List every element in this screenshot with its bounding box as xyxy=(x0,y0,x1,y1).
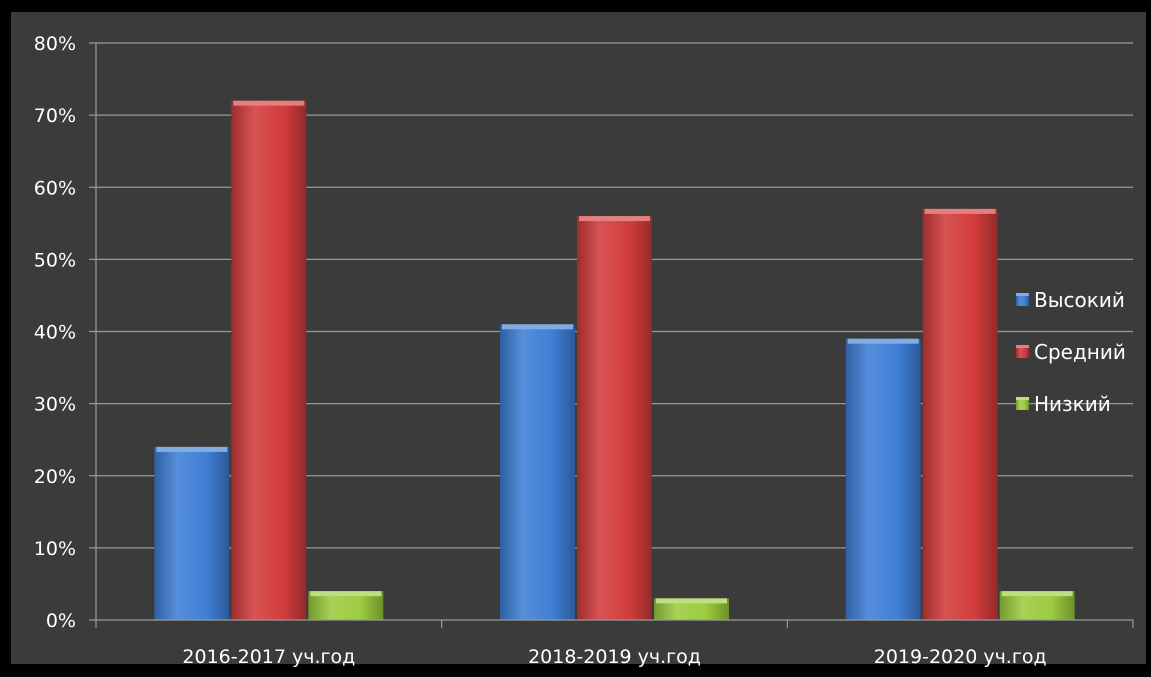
y-tick-label: 10% xyxy=(34,538,76,560)
bar-highlight xyxy=(1001,591,1073,597)
legend-swatch xyxy=(1016,345,1029,358)
bar-highlight xyxy=(924,208,996,214)
legend-swatch xyxy=(1016,293,1029,306)
bar-3-1 xyxy=(845,338,921,620)
legend-label: Низкий xyxy=(1034,392,1111,416)
x-tick-label: 2019-2020 уч.год xyxy=(874,646,1047,668)
bar-1-2 xyxy=(231,100,307,620)
bar-highlight xyxy=(579,216,650,222)
bar-highlight xyxy=(847,338,919,344)
bar-highlight xyxy=(233,100,305,106)
bar-1-1 xyxy=(154,446,230,620)
bars xyxy=(154,100,1075,620)
bar-2-2 xyxy=(577,216,652,620)
y-tick-label: 80% xyxy=(34,33,76,55)
y-tick-label: 30% xyxy=(34,394,76,416)
bar-highlight xyxy=(156,446,228,452)
legend-label: Высокий xyxy=(1034,288,1125,312)
y-axis: 0% 10% 20% 30% 40% 50% 60% 70% 80% xyxy=(34,33,97,632)
bar-highlight xyxy=(502,324,573,330)
bar-3-2 xyxy=(922,208,998,620)
bar-highlight xyxy=(656,598,727,604)
legend-swatch xyxy=(1016,397,1029,410)
x-tick-label: 2018-2019 уч.год xyxy=(528,646,701,668)
x-tick-label: 2016-2017 уч.год xyxy=(182,646,355,668)
y-tick-label: 40% xyxy=(34,322,76,344)
bar-2-3 xyxy=(654,598,729,620)
x-axis: 2016-2017 уч.год 2018-2019 уч.год 2019-202… xyxy=(95,619,1134,668)
y-tick-label: 20% xyxy=(34,466,76,488)
y-tick-label: 60% xyxy=(34,177,76,199)
legend: Высокий Средний Низкий xyxy=(1016,288,1126,416)
y-tick-label: 0% xyxy=(46,610,76,632)
bar-2-1 xyxy=(500,324,575,620)
legend-label: Средний xyxy=(1034,340,1126,364)
bar-highlight xyxy=(310,591,382,597)
y-tick-label: 70% xyxy=(34,105,76,127)
legend-swatch-highlight xyxy=(1016,293,1029,296)
legend-swatch-highlight xyxy=(1016,345,1029,348)
legend-swatch-highlight xyxy=(1016,397,1029,400)
y-tick-label: 50% xyxy=(34,249,76,271)
